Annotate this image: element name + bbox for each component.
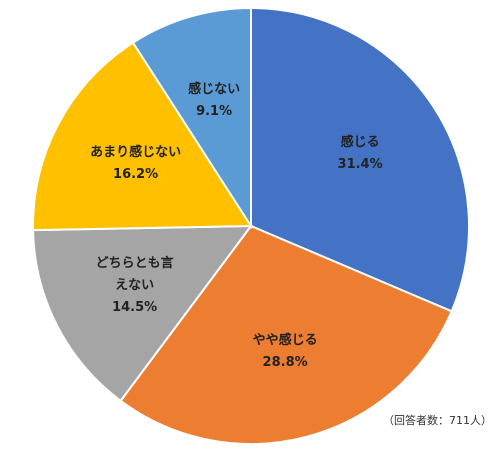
category-label: 感じる [340,134,380,150]
pie-slice [250,6,470,313]
value-label: 14.5% [112,299,158,315]
slice-label: どちらとも言えない 14.5% [90,253,180,319]
value-label: 28.8% [262,355,308,371]
category-label: やや感じる [252,333,318,349]
slice-label: 感じない 9.1% [159,79,269,123]
value-label: 16.2% [113,167,159,183]
pie-slice [32,41,253,232]
pie-slice [32,224,254,403]
annotation: （回答者数：711人） [383,414,492,427]
slice-label: あまり感じない 16.2% [81,142,191,186]
slice-label: 感じる 31.4% [305,132,415,176]
pie-slice [131,6,252,230]
value-label: 9.1% [196,103,233,119]
category-label: どちらとも言えない [95,255,174,293]
pie-slice [119,224,453,445]
slice-label: やや感じる 28.8% [230,330,340,374]
value-label: 31.4% [337,156,383,172]
category-label: 感じない [188,81,241,97]
category-label: あまり感じない [90,145,182,161]
